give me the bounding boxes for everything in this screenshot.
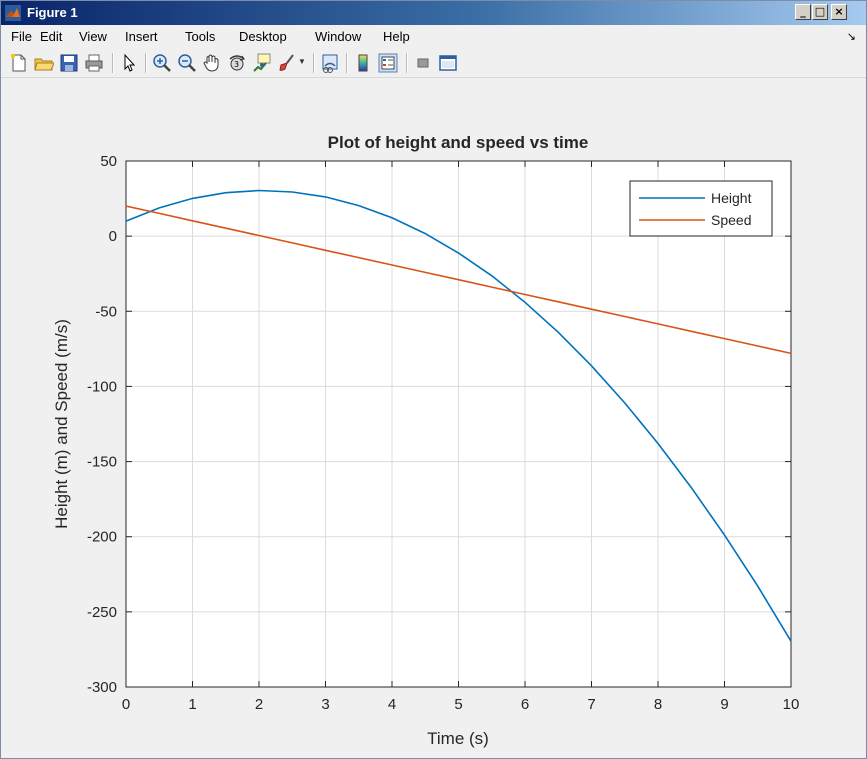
menu-desktop[interactable]: Desktop	[239, 29, 287, 44]
window-title: Figure 1	[27, 5, 78, 20]
y-tick-label: -50	[95, 303, 117, 320]
pointer-icon[interactable]	[119, 53, 139, 73]
grid-lines	[125, 160, 792, 688]
menu-window[interactable]: Window	[315, 29, 362, 44]
x-tick-label: 2	[255, 696, 263, 713]
menu-tools[interactable]: Tools	[185, 29, 216, 44]
menu-file[interactable]: File	[11, 29, 32, 44]
y-tick-label: -100	[87, 378, 117, 395]
chart-title: Plot of height and speed vs time	[328, 133, 589, 152]
colorbar-icon[interactable]	[353, 53, 373, 73]
x-tick-label: 3	[321, 696, 329, 713]
zoom-out-icon[interactable]	[177, 53, 197, 73]
legend-label-height: Height	[711, 190, 752, 206]
y-tick-label: 0	[109, 228, 117, 245]
minimize-button[interactable]: _	[795, 4, 811, 20]
menu-view[interactable]: View	[79, 29, 107, 44]
axes-box	[125, 160, 792, 688]
menu-insert[interactable]: Insert	[125, 29, 158, 44]
legend-label-speed: Speed	[711, 212, 751, 228]
close-button[interactable]: ×	[831, 4, 847, 20]
data-cursor-icon[interactable]	[252, 53, 272, 73]
menu-edit[interactable]: Edit	[40, 29, 63, 44]
open-file-icon[interactable]	[34, 53, 54, 73]
x-tick-label: 8	[654, 696, 662, 713]
menu-bar: File Edit View Insert Tools Desktop Wind…	[1, 25, 866, 47]
legend-icon[interactable]	[378, 53, 398, 73]
show-plot-tools-icon[interactable]	[438, 53, 458, 73]
y-tick-label: -250	[87, 604, 117, 621]
x-tick-label: 4	[388, 696, 396, 713]
dock-arrow-icon[interactable]: ↘	[846, 31, 856, 43]
x-tick-label: 9	[720, 696, 728, 713]
figure-toolbar: 3 ▼	[1, 47, 866, 78]
x-tick-label: 0	[122, 696, 130, 713]
zoom-in-icon[interactable]	[152, 53, 172, 73]
svg-text:3: 3	[234, 60, 239, 69]
speed-series-line[interactable]	[125, 205, 792, 355]
x-tick-label: 1	[188, 696, 196, 713]
save-icon[interactable]	[59, 53, 79, 73]
link-plot-icon[interactable]	[320, 53, 340, 73]
axis-ticks	[125, 160, 792, 688]
x-axis-label: Time (s)	[427, 729, 489, 748]
x-tick-labels: 0 1 2 3 4 5 6 7 8 9 10	[122, 696, 800, 713]
y-tick-label: 50	[100, 153, 117, 170]
height-series-line[interactable]	[125, 189, 792, 642]
legend[interactable]: Height Speed	[629, 180, 773, 237]
rotate-3d-icon[interactable]: 3	[227, 53, 247, 73]
new-figure-icon[interactable]	[9, 53, 29, 73]
brush-icon[interactable]	[277, 53, 297, 73]
x-tick-label: 5	[454, 696, 462, 713]
y-axis-label: Height (m) and Speed (m/s)	[52, 319, 71, 529]
y-tick-labels: 50 0 -50 -100 -150 -200 -250 -300	[87, 153, 117, 696]
maximize-button[interactable]: □	[812, 4, 828, 20]
matlab-logo-icon	[5, 5, 21, 21]
x-tick-label: 6	[521, 696, 529, 713]
plot-lines	[125, 189, 792, 642]
y-tick-label: -200	[87, 529, 117, 546]
x-tick-label: 10	[783, 696, 800, 713]
menu-help[interactable]: Help	[383, 29, 410, 44]
brush-dropdown-icon[interactable]: ▼	[298, 57, 306, 66]
pan-icon[interactable]	[202, 53, 222, 73]
x-tick-label: 7	[587, 696, 595, 713]
y-tick-label: -150	[87, 454, 117, 471]
print-icon[interactable]	[84, 53, 104, 73]
title-bar[interactable]: Figure 1 _ □ ×	[1, 1, 866, 25]
y-tick-label: -300	[87, 679, 117, 696]
hide-plot-tools-icon[interactable]	[413, 53, 433, 73]
